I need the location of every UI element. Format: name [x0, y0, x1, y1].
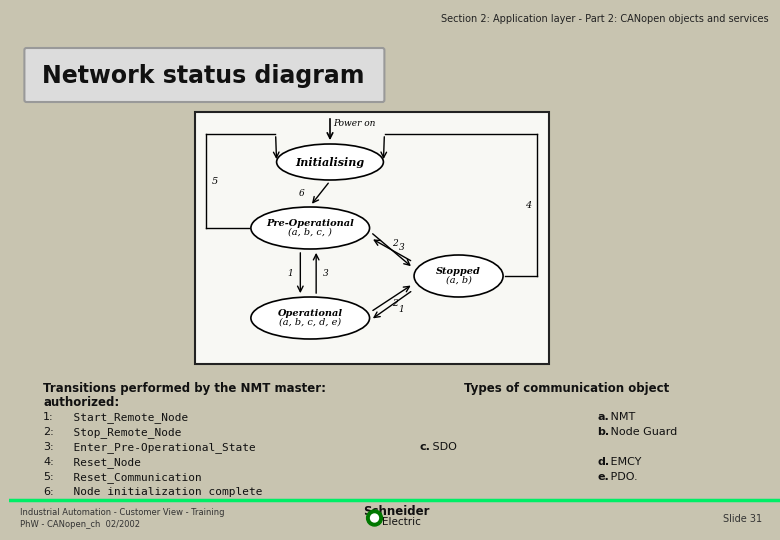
Ellipse shape: [251, 207, 370, 249]
Text: 5: 5: [211, 177, 218, 186]
Text: Enter_Pre-Operational_State: Enter_Pre-Operational_State: [60, 442, 256, 453]
Text: Pre-Operational: Pre-Operational: [266, 219, 354, 228]
Text: Operational: Operational: [278, 309, 342, 318]
Text: PhW - CANopen_ch  02/2002: PhW - CANopen_ch 02/2002: [20, 520, 140, 529]
Text: 1: 1: [399, 305, 405, 314]
Text: 2: 2: [392, 300, 398, 308]
Text: Network status diagram: Network status diagram: [42, 64, 365, 88]
Text: 6:: 6:: [43, 487, 54, 497]
Text: Transitions performed by the NMT master:: Transitions performed by the NMT master:: [43, 382, 326, 395]
Text: 1:: 1:: [43, 412, 54, 422]
Text: Industrial Automation - Customer View - Training: Industrial Automation - Customer View - …: [20, 508, 225, 517]
Text: NMT: NMT: [607, 412, 635, 422]
Ellipse shape: [251, 297, 370, 339]
Text: 2: 2: [392, 240, 398, 248]
Text: Schneider: Schneider: [363, 505, 430, 518]
Ellipse shape: [414, 255, 503, 297]
Bar: [194, 112, 548, 364]
Text: 3: 3: [323, 268, 329, 278]
Text: 1: 1: [288, 268, 293, 278]
FancyBboxPatch shape: [24, 48, 385, 102]
Text: Stop_Remote_Node: Stop_Remote_Node: [60, 427, 182, 438]
Text: (a, b, c, ): (a, b, c, ): [289, 228, 332, 237]
Text: 3:: 3:: [43, 442, 54, 452]
Text: c.: c.: [419, 442, 430, 452]
Text: 2:: 2:: [43, 427, 54, 437]
Text: e.: e.: [597, 472, 608, 482]
Text: SDO: SDO: [429, 442, 457, 452]
Text: Reset_Node: Reset_Node: [60, 457, 141, 468]
Text: Electric: Electric: [381, 517, 420, 527]
Text: 3: 3: [399, 244, 405, 253]
Text: Power on: Power on: [333, 119, 375, 128]
Text: 4:: 4:: [43, 457, 54, 467]
Text: Node Guard: Node Guard: [607, 427, 677, 437]
Text: Initialising: Initialising: [296, 157, 364, 167]
Text: Section 2: Application layer - Part 2: CANopen objects and services: Section 2: Application layer - Part 2: C…: [441, 14, 768, 24]
Text: authorized:: authorized:: [43, 396, 119, 409]
Text: 6: 6: [299, 189, 304, 198]
Text: a.: a.: [597, 412, 608, 422]
Text: Reset_Communication: Reset_Communication: [60, 472, 202, 483]
Text: Slide 31: Slide 31: [723, 514, 762, 524]
Text: EMCY: EMCY: [607, 457, 641, 467]
Text: (a, b, c, d, e): (a, b, c, d, e): [279, 318, 342, 327]
Text: PDO.: PDO.: [607, 472, 637, 482]
Text: (a, b): (a, b): [445, 276, 472, 285]
Text: Stopped: Stopped: [436, 267, 481, 276]
Text: Types of communication object: Types of communication object: [463, 382, 668, 395]
Text: b.: b.: [597, 427, 609, 437]
Text: Start_Remote_Node: Start_Remote_Node: [60, 412, 188, 423]
Circle shape: [370, 514, 378, 522]
Circle shape: [367, 510, 382, 526]
Text: 5:: 5:: [43, 472, 54, 482]
Text: d.: d.: [597, 457, 609, 467]
Text: Node initialization complete: Node initialization complete: [60, 487, 263, 497]
Ellipse shape: [277, 144, 384, 180]
Text: 4: 4: [526, 200, 532, 210]
